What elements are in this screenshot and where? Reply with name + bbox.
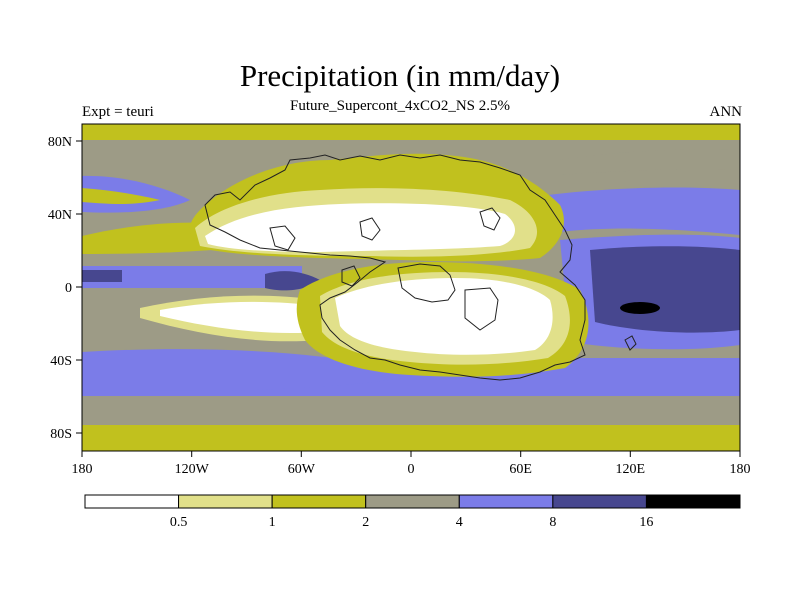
colorbar-box bbox=[271, 494, 367, 509]
colorbar-label: 8 bbox=[549, 515, 556, 530]
lon-tick-label: 60E bbox=[509, 462, 532, 477]
lat-tick-label: 0 bbox=[65, 281, 72, 296]
map-field bbox=[82, 124, 740, 451]
coastlines bbox=[204, 154, 637, 381]
lat-tick-label: 40S bbox=[50, 354, 72, 369]
experiment-label: Expt = teuri bbox=[82, 104, 154, 120]
lat-tick-label: 40N bbox=[48, 208, 72, 223]
colorbar-label: 2 bbox=[362, 515, 369, 530]
plot-title: Precipitation (in mm/day) bbox=[239, 58, 561, 93]
colorbar-labels: 0.5 1 2 4 8 16 bbox=[170, 515, 654, 530]
colorbar-box bbox=[365, 494, 460, 509]
lon-tick-label: 0 bbox=[408, 462, 415, 477]
lon-tick-label: 120W bbox=[175, 462, 210, 477]
lat-tick-label: 80N bbox=[48, 135, 72, 150]
colorbar-label: 16 bbox=[639, 515, 653, 530]
lon-tick-label: 180 bbox=[730, 462, 751, 477]
lon-tick-label: 180 bbox=[72, 462, 93, 477]
lat-tick-label: 80S bbox=[50, 427, 72, 442]
season-label: ANN bbox=[709, 104, 743, 120]
colorbar-box bbox=[84, 494, 180, 509]
lon-tick-label: 120E bbox=[616, 462, 646, 477]
colorbar-box bbox=[458, 494, 554, 509]
colorbar-box bbox=[178, 494, 273, 509]
colorbar-box bbox=[645, 494, 741, 509]
colorbar bbox=[84, 494, 741, 509]
colorbar-label: 4 bbox=[456, 515, 463, 530]
lon-tick-label: 60W bbox=[288, 462, 316, 477]
colorbar-label: 1 bbox=[269, 515, 276, 530]
plot-subtitle: Future_Supercont_4xCO2_NS 2.5% bbox=[290, 98, 510, 114]
colorbar-box bbox=[552, 494, 647, 509]
colorbar-label: 0.5 bbox=[170, 515, 188, 530]
axis-ticks bbox=[76, 140, 741, 457]
